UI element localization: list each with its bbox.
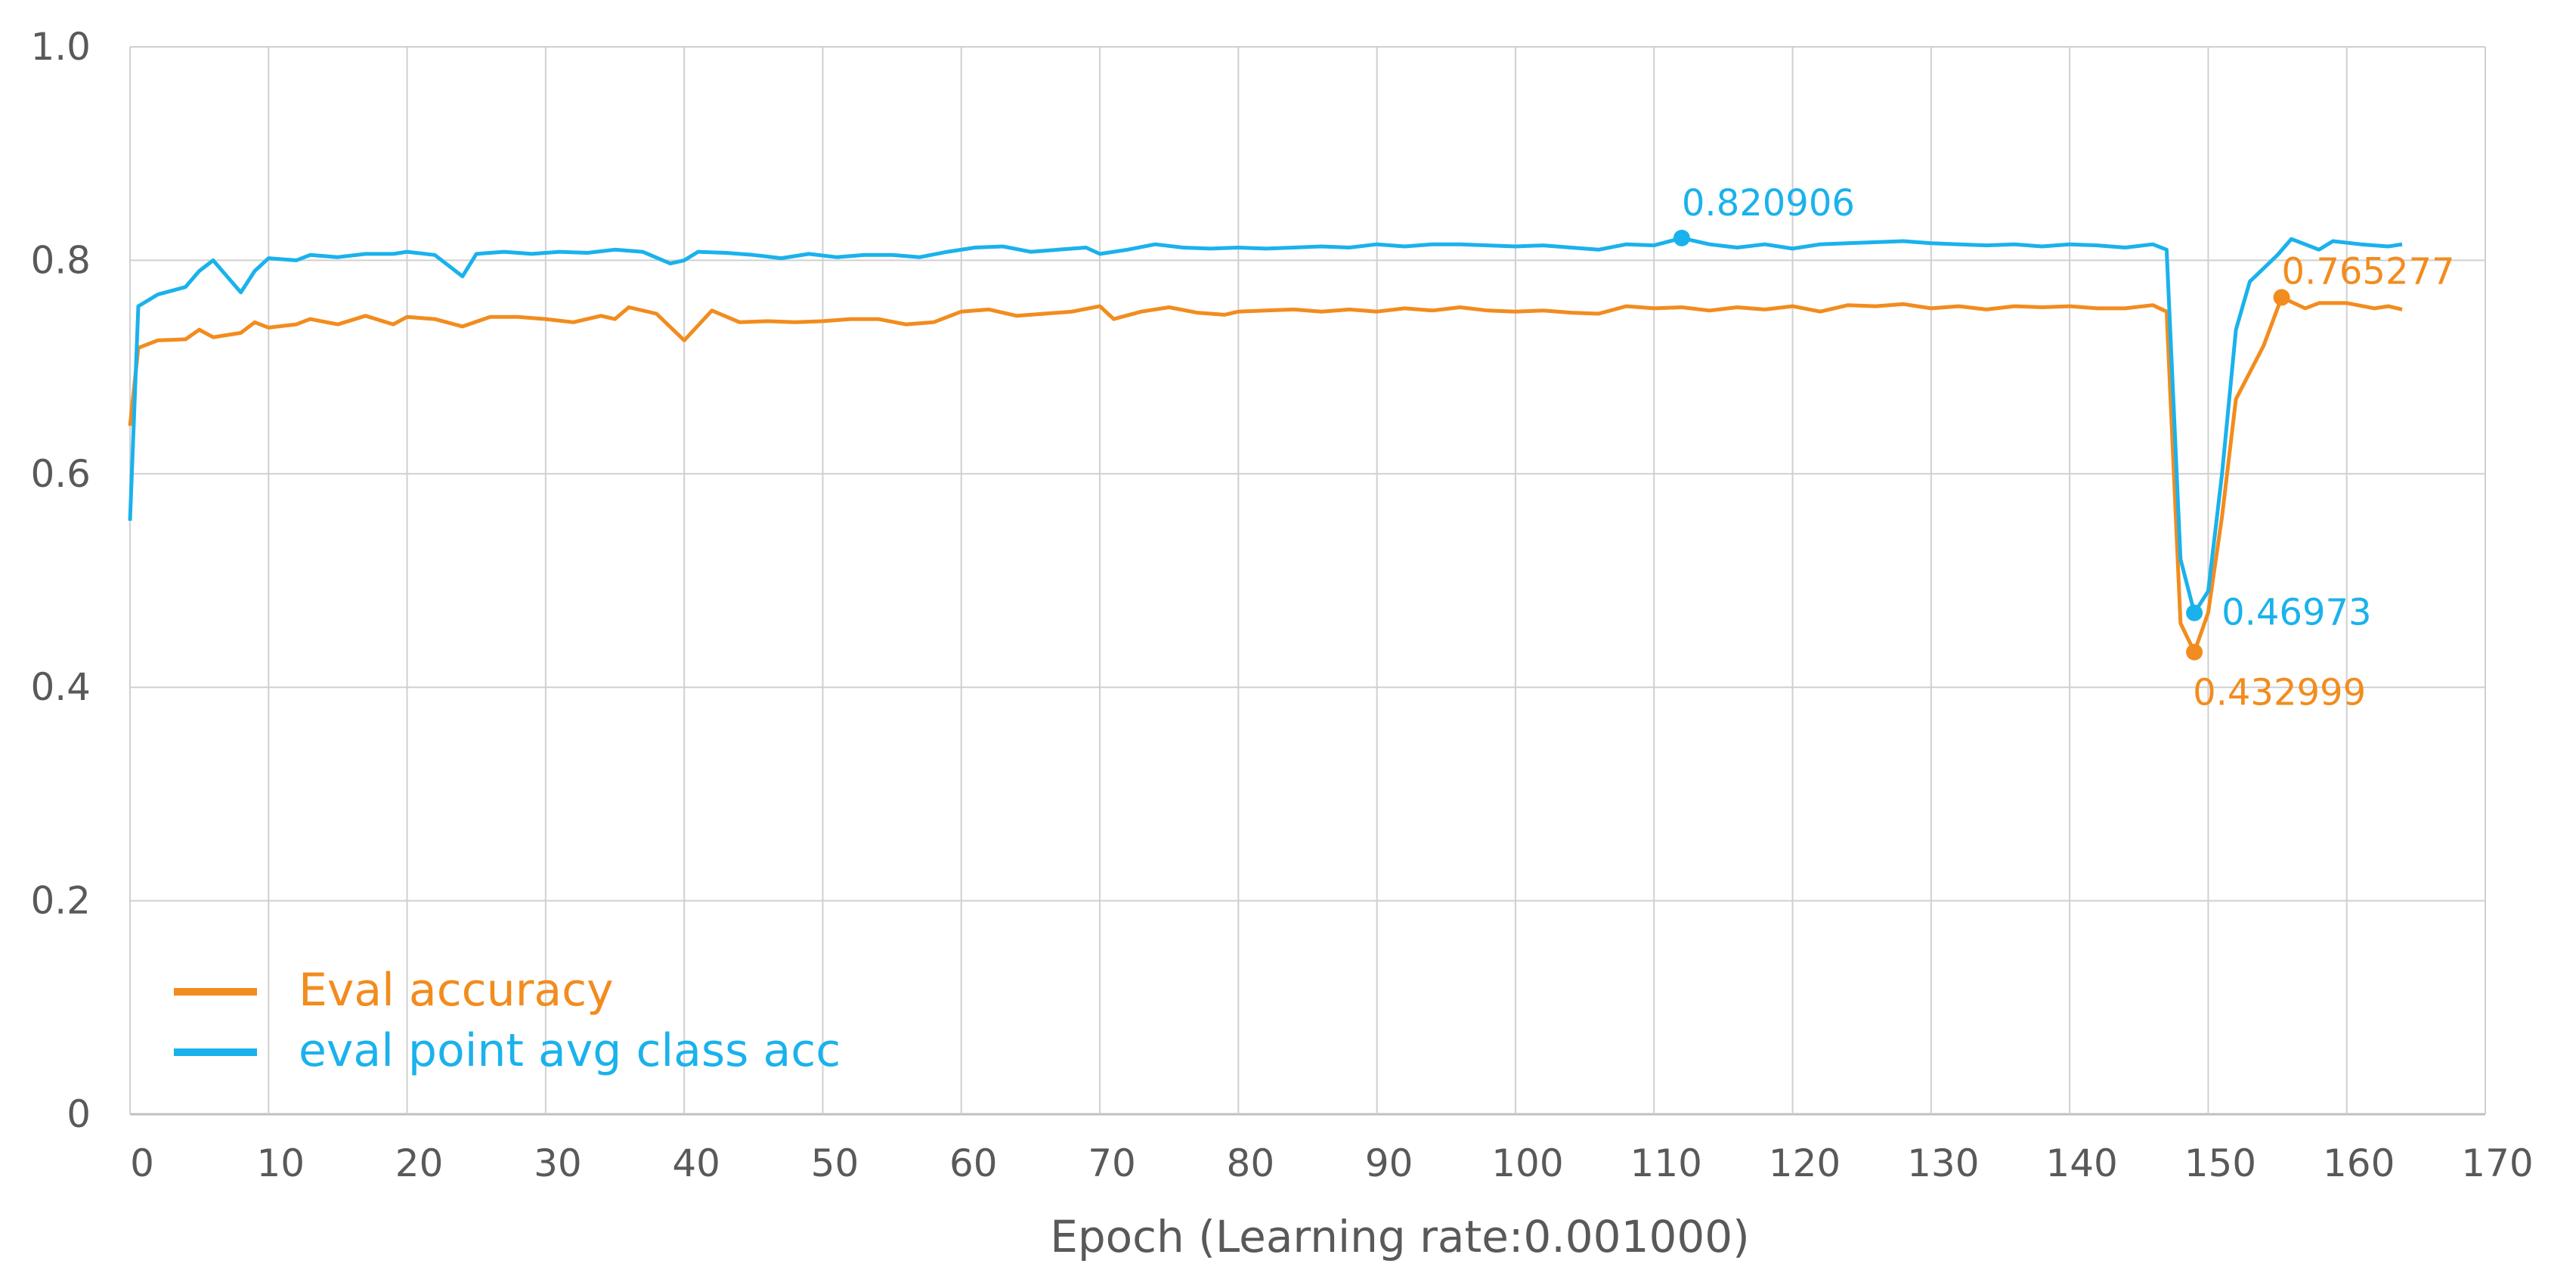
x-tick-label: 120	[1769, 1141, 1841, 1185]
y-tick-label: 0.8	[30, 238, 91, 282]
y-tick-label: 0.6	[30, 452, 91, 496]
grid	[129, 46, 2486, 1116]
x-tick-label: 50	[811, 1141, 859, 1185]
x-tick-label: 100	[1491, 1141, 1563, 1185]
x-tick-label: 60	[949, 1141, 998, 1185]
x-tick-label: 20	[395, 1141, 444, 1185]
y-tick-label: 0	[67, 1092, 91, 1136]
x-tick-label: 10	[256, 1141, 305, 1185]
data-label: 0.46973	[2221, 592, 2372, 634]
y-tick-label: 0.4	[30, 665, 91, 709]
x-tick-label: 80	[1227, 1141, 1275, 1185]
data-label: 0.432999	[2193, 672, 2366, 714]
series-lines	[128, 236, 2403, 655]
data-point-marker	[2273, 289, 2290, 306]
x-tick-label: 170	[2461, 1141, 2533, 1185]
y-tick-label: 0.2	[30, 879, 91, 923]
x-tick-label: 160	[2323, 1141, 2395, 1185]
x-tick-label: 0	[130, 1141, 154, 1185]
data-labels: 0.820906 0.46973 0.432999 0.765277	[1673, 182, 2455, 714]
legend-label-eval-accuracy: Eval accuracy	[299, 964, 614, 1017]
x-axis-ticks: 0 10 20 30 40 50 60 70 80 90 100 110 120 130 140 150 160…	[130, 1141, 2534, 1185]
series-line-1	[128, 236, 2403, 615]
y-tick-label: 1.0	[30, 25, 91, 69]
x-tick-label: 70	[1088, 1141, 1136, 1185]
legend: Eval accuracy eval point avg class acc	[174, 964, 841, 1077]
x-axis-title: Epoch (Learning rate:0.001000)	[1050, 1211, 1750, 1262]
series-line-0	[128, 295, 2403, 655]
data-label: 0.820906	[1682, 182, 1855, 225]
legend-label-eval-point-avg-class-acc: eval point avg class acc	[299, 1024, 841, 1077]
y-axis-ticks: 0 0.2 0.4 0.6 0.8 1.0	[30, 25, 91, 1136]
x-tick-label: 90	[1365, 1141, 1413, 1185]
x-tick-label: 40	[672, 1141, 720, 1185]
x-tick-label: 110	[1630, 1141, 1702, 1185]
data-point-marker	[1673, 229, 1690, 246]
data-point-marker	[2186, 643, 2203, 661]
x-tick-label: 140	[2045, 1141, 2117, 1185]
x-tick-label: 150	[2184, 1141, 2256, 1185]
data-point-marker	[2186, 604, 2203, 621]
x-tick-label: 30	[534, 1141, 582, 1185]
x-tick-label: 130	[1907, 1141, 1979, 1185]
data-label: 0.765277	[2282, 250, 2455, 293]
